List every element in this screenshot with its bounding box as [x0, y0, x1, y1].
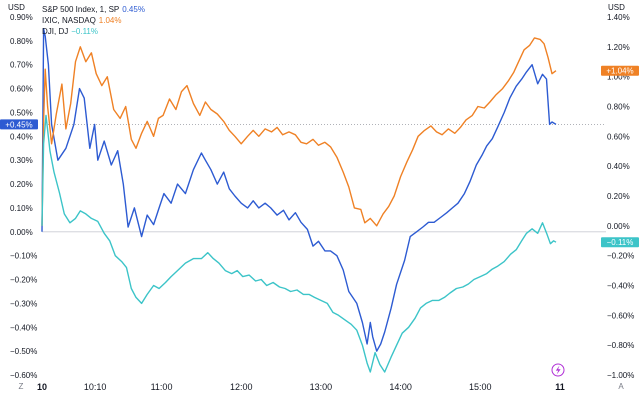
badge-dji	[601, 237, 639, 248]
timezone-toggle-button[interactable]: Z	[18, 382, 24, 391]
right-axis-unit: USD	[608, 3, 625, 12]
x-tick-label: 11:00	[151, 382, 173, 392]
series-layer	[41, 28, 557, 373]
left-tick-label: −0.40%	[10, 323, 37, 332]
legend-item-spx[interactable]: S&P 500 Index, 1, SP 0.45%	[42, 4, 145, 15]
lightning-icon[interactable]	[551, 363, 565, 377]
legend-label-dji: DJI, DJ	[42, 27, 69, 36]
left-tick-label: 0.40%	[10, 132, 33, 141]
left-tick-label: 0.20%	[10, 180, 33, 189]
left-tick-label: −0.10%	[10, 252, 37, 261]
x-axis: 10 10:10 11:00 12:00 13:00 14:00 15:00 11	[37, 382, 565, 392]
left-tick-label: 0.90%	[10, 13, 33, 22]
right-tick-label: 1.20%	[607, 43, 630, 52]
badge-s-p-500-index	[0, 119, 38, 130]
left-tick-label: −0.50%	[10, 347, 37, 356]
right-tick-label: −0.80%	[607, 341, 634, 350]
x-tick-label: 10:10	[84, 382, 107, 392]
left-tick-label: 0.80%	[10, 37, 33, 46]
right-tick-label: −0.20%	[607, 252, 634, 261]
left-tick-label: 0.30%	[10, 156, 33, 165]
right-tick-label: 0.40%	[607, 162, 630, 171]
badge-label-s-p-500-index: +0.45%	[5, 120, 32, 129]
left-tick-label: 0.00%	[10, 228, 33, 237]
left-axis-unit: USD	[8, 3, 25, 12]
series-line-s-p-500-index	[41, 28, 557, 352]
badge-ixic	[601, 65, 639, 76]
right-tick-label: −0.40%	[607, 282, 634, 291]
legend-label-ixic: IXIC, NASDAQ	[42, 16, 96, 25]
auto-scale-button[interactable]: A	[618, 382, 624, 391]
left-tick-label: 0.50%	[10, 108, 33, 117]
right-tick-label: −0.60%	[607, 311, 634, 320]
x-tick-label: 13:00	[310, 382, 333, 392]
left-tick-label: 0.60%	[10, 85, 33, 94]
right-tick-label: −1.00%	[607, 371, 634, 380]
last-value-badges: +0.45% +1.04% −0.11%	[0, 65, 639, 248]
right-tick-label: 1.00%	[607, 73, 630, 82]
reference-lines	[42, 124, 606, 233]
right-tick-label: 0.80%	[607, 103, 630, 112]
badge-label-dji: −0.11%	[607, 238, 634, 247]
right-tick-label: 0.20%	[607, 192, 630, 201]
legend-item-dji[interactable]: DJI, DJ −0.11%	[42, 26, 145, 37]
right-tick-label: 1.40%	[607, 13, 630, 22]
x-tick-label: 15:00	[469, 382, 492, 392]
legend-label-spx: S&P 500 Index, 1, SP	[42, 5, 120, 14]
right-tick-label: 0.60%	[607, 132, 630, 141]
series-line-ixic	[41, 37, 557, 227]
right-tick-label: 0.00%	[607, 222, 630, 231]
badge-label-ixic: +1.04%	[606, 67, 633, 76]
x-tick-label: 11	[555, 382, 565, 392]
left-tick-label: −0.60%	[10, 371, 37, 380]
left-tick-label: −0.20%	[10, 276, 37, 285]
legend-value-dji: −0.11%	[71, 27, 98, 36]
x-tick-label: 12:00	[230, 382, 253, 392]
left-tick-label: 0.10%	[10, 204, 33, 213]
legend-value-spx: 0.45%	[122, 5, 145, 14]
x-tick-label: 10	[37, 382, 47, 392]
legend-item-ixic[interactable]: IXIC, NASDAQ 1.04%	[42, 15, 145, 26]
legend-value-ixic: 1.04%	[98, 16, 122, 25]
left-tick-label: 0.70%	[10, 61, 33, 70]
left-tick-label: −0.30%	[10, 299, 37, 308]
chart-legend: S&P 500 Index, 1, SP 0.45% IXIC, NASDAQ 1.…	[42, 4, 145, 37]
x-tick-label: 14:00	[389, 382, 412, 392]
series-line-dji	[41, 114, 557, 373]
